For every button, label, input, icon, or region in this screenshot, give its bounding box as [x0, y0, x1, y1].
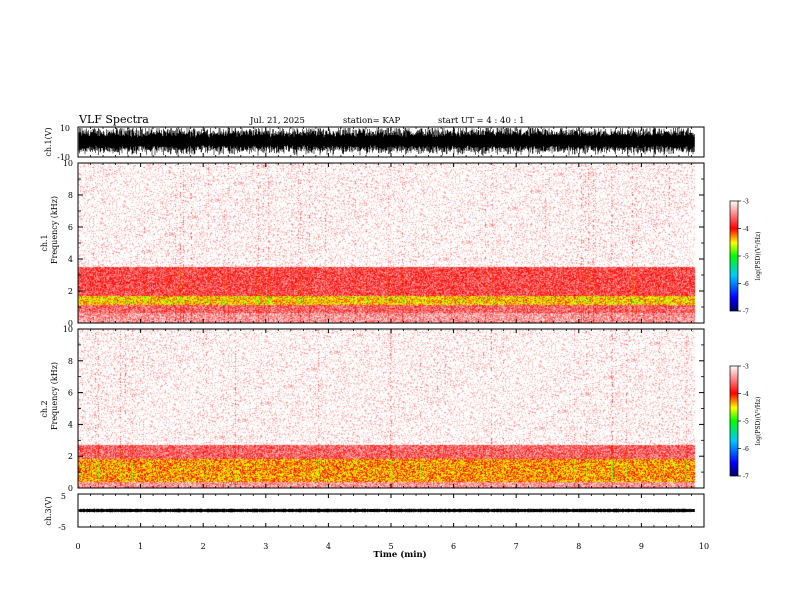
colorbar-tick-label: -3	[743, 199, 749, 206]
ch3-ytick-top: 5	[61, 492, 66, 501]
y-tick-label: 0	[68, 484, 73, 493]
colorbar-tick-label: -6	[743, 281, 749, 288]
time-axis-label: Time (min)	[373, 549, 426, 560]
x-tick-label: 9	[639, 542, 644, 551]
ch3-waveform-trace	[78, 508, 695, 513]
colorbar-tick-label: -7	[743, 309, 749, 316]
start-time-label: start UT = 4 : 40 : 1	[438, 116, 525, 126]
y-tick-label: 2	[68, 287, 73, 296]
colorbar-tick-label: -7	[743, 474, 749, 481]
x-tick-label: 6	[451, 542, 456, 551]
colorbar-tick-label: -5	[743, 419, 749, 426]
y-tick-label: 8	[68, 191, 73, 200]
ch1-freq-ylabel-ch: ch.1	[40, 234, 49, 251]
y-tick-label: 10	[63, 325, 73, 334]
ch1-ytick-top: 10	[60, 124, 70, 133]
time-axis: 0 1 2 3 4 5 6 7 8 9 10	[75, 127, 709, 551]
x-tick-label: 2	[201, 542, 206, 551]
x-tick-label: 8	[576, 542, 581, 551]
x-tick-label: 5	[388, 542, 393, 551]
y-tick-label: 4	[68, 420, 73, 429]
wave1-path	[78, 128, 695, 156]
ch1-label: ch.1	[40, 234, 49, 251]
ch1-waveform-trace	[78, 128, 695, 156]
colorbar-label: log(PSD)(V²/Hz)	[755, 232, 762, 281]
colorbar-tick-label: -5	[743, 254, 749, 261]
ch2-colorbar: -3 -4 -5 -6 -7 log(PSD)(V²/Hz)	[729, 364, 762, 481]
station-label: station= KAP	[343, 116, 401, 126]
ch3-waveform-panel: 5 -5 ch.3(V)	[44, 492, 705, 532]
colorbar-scale	[729, 365, 739, 477]
date-label: Jul. 21, 2025	[249, 116, 305, 126]
colorbar-tick-label: -3	[743, 364, 749, 371]
colorbar-tick-label: -4	[743, 391, 749, 398]
y-tick-label: 8	[68, 357, 73, 366]
ch3-ytick-bottom: -5	[58, 523, 66, 532]
y-tick-label: 10	[63, 159, 73, 168]
x-tick-label: 0	[75, 542, 80, 551]
colorbar-tick-label: -4	[743, 226, 749, 233]
colorbar-tick-label: -6	[743, 446, 749, 453]
ch1-freq-axis: 0 2 4 6 8 10	[63, 159, 704, 328]
ch1-spectrogram-image	[78, 163, 704, 323]
y-tick-label: 0	[68, 319, 73, 328]
ch3-waveform-ylabel: ch.3(V)	[44, 496, 53, 525]
x-tick-label: 7	[514, 542, 519, 551]
x-tick-label: 1	[138, 542, 143, 551]
x-tick-label: 10	[699, 542, 709, 551]
y-tick-label: 4	[68, 255, 73, 264]
ch1-colorbar: -3 -4 -5 -6 -7 log(PSD)(V²/Hz)	[729, 199, 762, 316]
ch1-waveform-ylabel: ch.1(V)	[44, 127, 53, 156]
y-tick-label: 6	[68, 389, 73, 398]
figure-title: VLF Spectra	[78, 113, 149, 126]
y-tick-label: 6	[68, 223, 73, 232]
ch1-ytick-bottom: -10	[57, 153, 70, 162]
ch1-waveform-panel: 10 -10 ch.1(V)	[44, 124, 705, 162]
ch2-label: ch.2	[40, 400, 49, 417]
colorbar-label: log(PSD)(V²/Hz)	[755, 397, 762, 446]
ch2-spectrogram-image	[78, 329, 704, 488]
ch2-spectrogram-panel: 0 2 4 6 8 10 ch.2 Frequency (kHz)	[40, 325, 705, 493]
colorbar-scale	[729, 200, 739, 312]
ch1-freq-ylabel: Frequency (kHz)	[50, 196, 59, 264]
x-tick-label: 3	[263, 542, 268, 551]
y-tick-label: 2	[68, 452, 73, 461]
ch2-freq-ylabel: Frequency (kHz)	[50, 362, 59, 430]
ch1-spectrogram-panel: 0 2 4 6 8 10 ch.1 Frequency (kHz)	[40, 159, 705, 328]
x-tick-label: 4	[326, 542, 331, 551]
ch2-freq-axis: 0 2 4 6 8 10	[63, 325, 704, 493]
ch2-freq-ylabel-ch: ch.2	[40, 400, 49, 417]
wave3-path	[78, 508, 695, 513]
